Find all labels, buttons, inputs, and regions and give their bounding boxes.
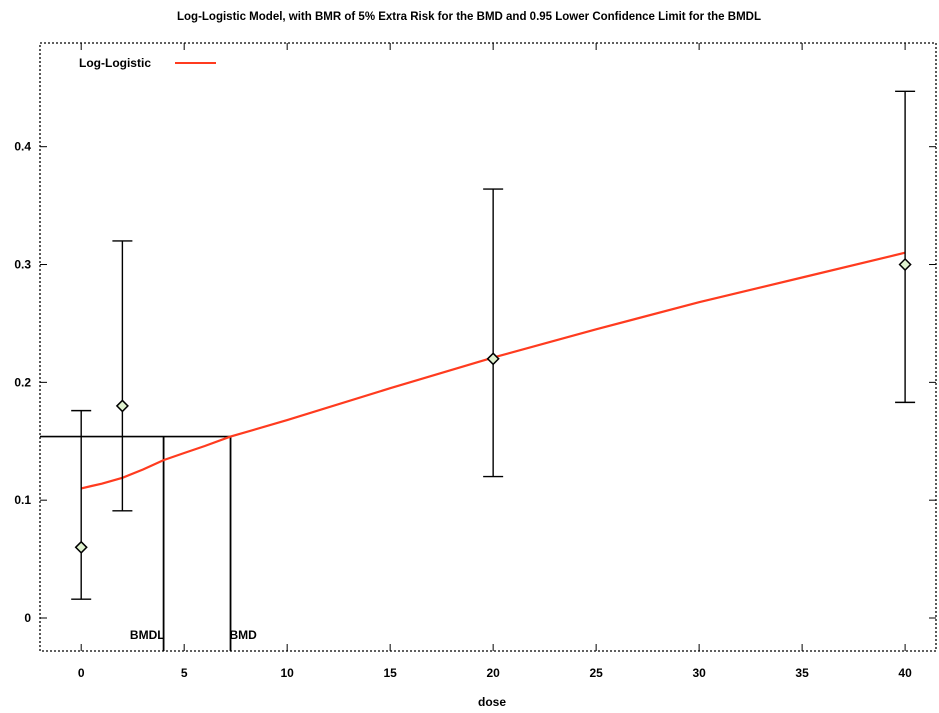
tick-labels: 0 5 10 15 20 25 30 35 40 0 0.1 0.2 0.3 0.4 xyxy=(14,140,912,680)
tick-marks xyxy=(40,43,936,651)
x-tick-label-30: 30 xyxy=(692,666,706,680)
y-tick-label-0.3: 0.3 xyxy=(14,258,31,272)
axes xyxy=(39,42,937,652)
x-tick-label-25: 25 xyxy=(589,666,603,680)
bmd-reference-lines: BMDL BMD xyxy=(40,435,258,651)
legend-label: Log-Logistic xyxy=(79,56,151,70)
x-tick-label-10: 10 xyxy=(280,666,294,680)
legend: Log-Logistic xyxy=(79,56,216,70)
observed-point-40 xyxy=(898,257,912,272)
chart-title: Log-Logistic Model, with BMR of 5% Extra… xyxy=(177,11,761,23)
bmd-label: BMD xyxy=(230,628,258,642)
x-tick-label-0: 0 xyxy=(78,666,85,680)
observed-point-20 xyxy=(486,352,500,366)
x-tick-label-20: 20 xyxy=(486,666,500,680)
y-tick-label-0.1: 0.1 xyxy=(14,493,31,507)
bmdl-label: BMDL xyxy=(130,628,165,642)
observed-point-2 xyxy=(115,399,129,413)
model-curve-group xyxy=(80,251,906,490)
plot-frame xyxy=(39,42,937,652)
error-bars xyxy=(71,90,916,600)
y-tick-label-0: 0 xyxy=(24,611,31,625)
x-tick-label-15: 15 xyxy=(383,666,397,680)
y-tick-label-0.2: 0.2 xyxy=(14,375,31,389)
model-curve xyxy=(80,251,906,490)
x-tick-label-40: 40 xyxy=(898,666,912,680)
observed-point-0 xyxy=(74,540,88,554)
x-tick-label-5: 5 xyxy=(181,666,188,680)
observed-points xyxy=(74,257,912,554)
y-tick-label-0.4: 0.4 xyxy=(14,140,31,154)
x-tick-label-35: 35 xyxy=(795,666,809,680)
x-axis-label: dose xyxy=(478,695,506,709)
